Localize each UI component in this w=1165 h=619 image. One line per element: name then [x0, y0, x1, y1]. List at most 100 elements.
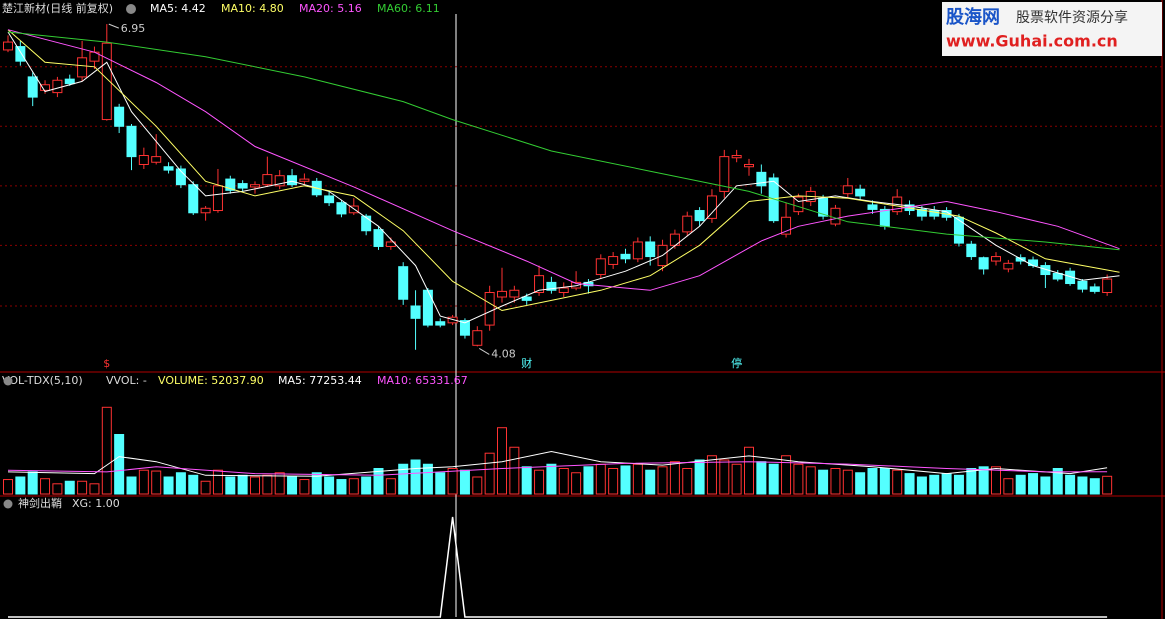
volume-bar [299, 479, 310, 495]
panel-title: VOL-TDX(5,10) [2, 374, 83, 387]
candle-body [682, 215, 693, 233]
candle-body [1102, 278, 1113, 294]
candle-body [719, 156, 730, 192]
volume-bar [447, 468, 458, 495]
candle-body [1077, 280, 1088, 290]
annotation: 6.95 [121, 22, 146, 35]
annotation: 财 [521, 356, 532, 370]
volume-bar [1102, 475, 1113, 495]
panel-subtitle: VVOL: - [106, 374, 147, 387]
candle-body [15, 46, 26, 62]
candle-body [336, 202, 347, 215]
volume-bar [472, 476, 483, 495]
candle-body [324, 195, 335, 204]
candle-body [929, 210, 940, 217]
watermark-slogan: 股票软件资源分享 [1016, 9, 1128, 26]
candle-body [237, 183, 248, 189]
candle-body [225, 178, 236, 191]
candle-body [991, 256, 1001, 262]
volume-bar [1040, 476, 1051, 495]
volume-bar [89, 483, 100, 495]
candle-body [64, 78, 75, 85]
volume-bar [1089, 478, 1100, 495]
candle-body [546, 281, 557, 291]
volume-bar [15, 476, 26, 495]
volume-bar [1077, 476, 1088, 495]
volume-bar [509, 446, 520, 495]
candle-body [793, 196, 804, 213]
candle-body [274, 175, 285, 187]
volume-bar [287, 476, 298, 495]
candle-body [645, 241, 656, 258]
candle-body [756, 171, 767, 187]
candle-body [953, 216, 964, 244]
volume-bar [237, 474, 248, 495]
ma-line [7, 461, 1108, 476]
candle-body [706, 195, 717, 219]
volume-bar [855, 472, 866, 495]
volume-bar [768, 463, 779, 495]
volume-bar [546, 463, 557, 495]
ma-line [7, 31, 1120, 324]
volume-bar [1015, 474, 1026, 495]
volume-bar [138, 469, 149, 495]
watermark: 股海网 股票软件资源分享 www.Guhai.com.cn [942, 2, 1162, 56]
candle-body [608, 256, 619, 265]
candle-body [398, 266, 409, 300]
volume-bar [64, 480, 75, 495]
candle-body [781, 216, 792, 235]
volume-bar [892, 469, 903, 495]
volume-bar [126, 476, 137, 495]
candle-body [410, 305, 421, 319]
candle-body [1089, 286, 1100, 292]
candle-body [842, 185, 853, 195]
volume-bar [916, 476, 927, 495]
candle-body [509, 289, 520, 298]
volume-bar [608, 468, 619, 495]
volume-bar [632, 463, 643, 495]
volume-bar [1028, 473, 1039, 495]
volume-bar [991, 466, 1001, 495]
volume-bar [188, 474, 199, 495]
volume-bar [151, 470, 162, 495]
candle-body [1003, 262, 1014, 270]
volume-bar [953, 474, 964, 495]
volume-bar [1003, 478, 1014, 495]
legend-entry: MA10: 65331.67 [377, 374, 468, 387]
volume-bar [77, 480, 88, 495]
candle-body [571, 281, 582, 289]
volume-bar [583, 466, 594, 495]
ma-line [7, 450, 1108, 477]
volume-bar [669, 461, 680, 495]
candle-body [595, 258, 606, 276]
volume-bar [867, 468, 878, 495]
volume-bar [422, 463, 433, 495]
candle-body [867, 204, 878, 210]
volume-bar [435, 472, 446, 495]
annotation: 4.08 [491, 347, 516, 360]
candle-body [287, 175, 298, 186]
candle-body [830, 207, 841, 225]
volume-bar [620, 465, 631, 495]
chart-title: 楚江新材(日线 前复权) [2, 1, 113, 15]
volume-bar [262, 474, 273, 495]
candle-body [175, 168, 186, 186]
candle-body [250, 184, 260, 188]
candle-body [744, 163, 754, 168]
volume-bar [805, 466, 816, 495]
volume-bar [645, 469, 656, 495]
candle-body [3, 41, 13, 51]
volume-bar [348, 478, 359, 495]
ma-line [7, 31, 1120, 251]
volume-bar [657, 466, 668, 495]
volume-bar [3, 479, 13, 495]
legend-entry: MA5: 4.42 [150, 2, 206, 15]
volume-bar [336, 479, 347, 495]
candle-body [966, 243, 977, 258]
volume-bar [361, 476, 372, 495]
volume-bar [274, 472, 285, 495]
annotation: $ [103, 357, 110, 370]
candle-body [27, 76, 38, 98]
